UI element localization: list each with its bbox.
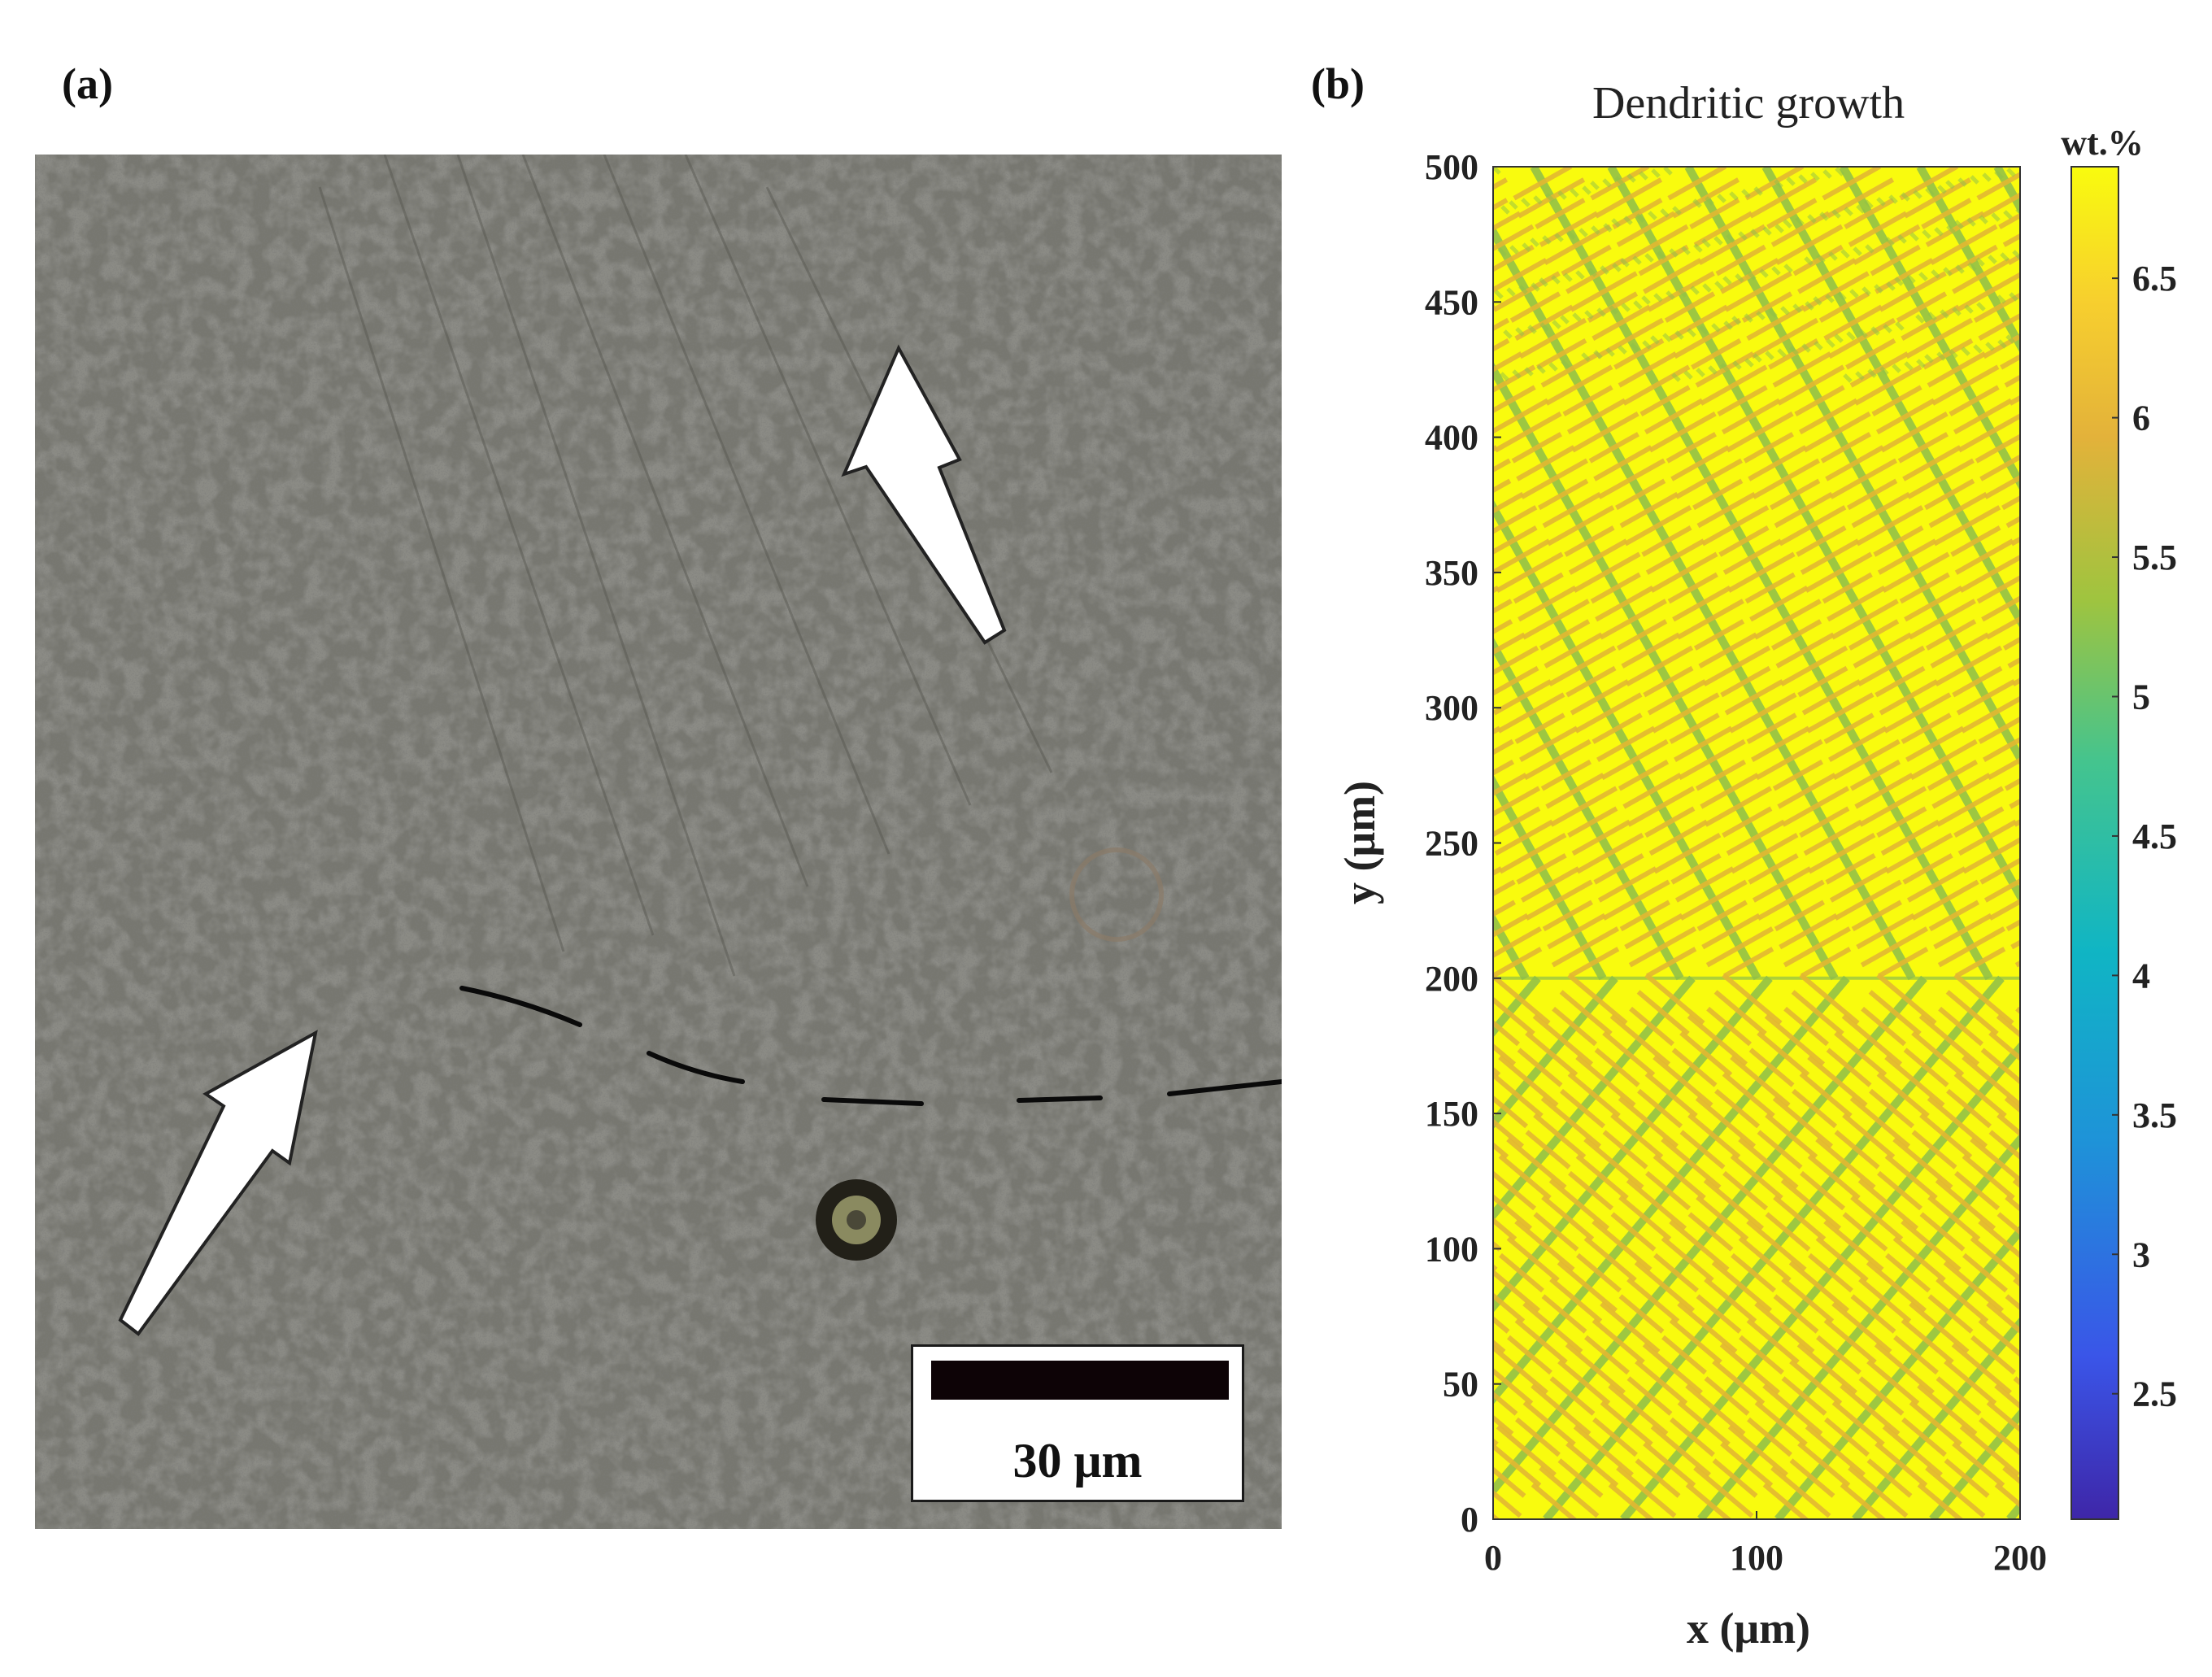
colorbar-tick-label-2: 3.5 xyxy=(2132,1095,2177,1135)
colorbar-label: wt.% xyxy=(2061,123,2143,163)
colorbar-tick-label-7: 6 xyxy=(2132,399,2150,438)
y-tick-label-8: 400 xyxy=(1425,418,1478,458)
scale-bar-label: 30 μm xyxy=(1012,1434,1143,1488)
x-tick-label-2: 200 xyxy=(1993,1538,2047,1578)
y-tick-label-1: 50 xyxy=(1443,1365,1478,1405)
dendrite-arms-23 xyxy=(1493,973,1937,1519)
y-tick-label-7: 350 xyxy=(1425,553,1478,593)
dendrite-arms-26 xyxy=(1685,1096,2020,1519)
dendrite-arms-19 xyxy=(1493,973,1628,1166)
dendrite-trunk-29 xyxy=(1929,1408,2020,1519)
scale-bar-line xyxy=(931,1361,1229,1400)
dendrite-trunk-26 xyxy=(1697,1133,2020,1519)
dendrite-arms-24 xyxy=(1531,973,2014,1519)
dendrite-trunk-1 xyxy=(1285,167,1294,978)
dendrite-arms-25 xyxy=(1608,1006,2020,1519)
dendrite-arms-12 xyxy=(1667,167,2020,827)
y-tick-label-5: 250 xyxy=(1425,824,1478,864)
y-tick-label-9: 450 xyxy=(1425,282,1478,322)
colorbar-tick-label-3: 4 xyxy=(2132,956,2150,995)
y-tick-label-10: 500 xyxy=(1425,147,1478,187)
dendrite-speckle xyxy=(1493,167,2020,383)
dendrite-arms-16 xyxy=(1976,172,2020,266)
y-axis: 0 50 100 150 200 250 300 350 400 450 500 xyxy=(1425,147,1501,1540)
dendrite-arms-14 xyxy=(1822,167,2020,547)
dendrite-arms-1 xyxy=(1285,167,1309,977)
y-axis-label: y (μm) xyxy=(1335,781,1384,904)
dendrite-arms-15 xyxy=(1899,167,2020,406)
scale-bar: 30 μm xyxy=(911,1344,1244,1502)
y-tick-label-4: 200 xyxy=(1425,959,1478,999)
dendrite-trunk-15 xyxy=(1916,167,2020,354)
dendrite-arms-21 xyxy=(1493,973,1783,1354)
colorbar-tick-label-1: 3 xyxy=(2132,1235,2150,1274)
dendrite-arms-6 xyxy=(1493,585,1697,978)
dendrite-arms-8 xyxy=(1493,304,1852,978)
colorbar-tick-label-0: 2.5 xyxy=(2132,1374,2177,1414)
x-axis: 0 100 200 xyxy=(1484,1511,2047,1578)
x-tick-label-0: 0 xyxy=(1484,1538,1502,1578)
dendrite-arms-5 xyxy=(1493,725,1620,978)
colorbar-tick-label-5: 5 xyxy=(2132,677,2150,717)
dendrite-arms-7 xyxy=(1493,445,1774,978)
dendrite-chart: Dendritic growth 05010015020025030035040… xyxy=(1285,78,2177,1653)
dendrite-trunk-28 xyxy=(1852,1317,2020,1519)
dendrite-arms-29 xyxy=(1917,1376,2020,1519)
x-tick-label-1: 100 xyxy=(1730,1538,1783,1578)
arrow-upper-right xyxy=(841,344,1007,645)
panel-label-b: (b) xyxy=(1311,59,1365,108)
dendrite-trunk-6 xyxy=(1493,636,1684,981)
dendrite-field xyxy=(1285,167,2020,1519)
dendrite-arms-22 xyxy=(1493,973,1860,1447)
y-tick-label-3: 150 xyxy=(1425,1094,1478,1134)
dendrite-arms-28 xyxy=(1840,1277,2020,1519)
dendrite-trunk-4 xyxy=(1493,912,1530,981)
arrow-lower-left xyxy=(118,1030,318,1336)
dendrite-trunk-5 xyxy=(1493,774,1607,981)
colorbar-tick-label-6: 5.5 xyxy=(2132,538,2177,577)
micrograph-image xyxy=(35,155,1282,1529)
dendrite-arms-9 xyxy=(1493,167,1929,978)
dendrite-arms-27 xyxy=(1762,1178,2020,1519)
dendrite-trunk-14 xyxy=(1839,167,2020,491)
dendrite-trunk-27 xyxy=(1774,1225,2020,1519)
y-tick-label-6: 300 xyxy=(1425,688,1478,728)
chart-title: Dendritic growth xyxy=(1592,78,1905,128)
x-axis-label: x (μm) xyxy=(1687,1604,1810,1653)
y-tick-label-2: 100 xyxy=(1425,1229,1478,1269)
colorbar xyxy=(2070,166,2119,1520)
colorbar-tick-label-8: 6.5 xyxy=(2132,259,2177,298)
y-tick-label-0: 0 xyxy=(1461,1500,1478,1540)
dendrite-arms-10 xyxy=(1513,167,2006,978)
colorbar-tick-label-4: 4.5 xyxy=(2132,817,2177,856)
panel-label-a: (a) xyxy=(62,59,113,108)
colorbar-ticks: 2.5 3 3.5 4 4.5 5 5.5 6 6.5 xyxy=(2112,259,2177,1414)
dendrite-arms-20 xyxy=(1493,973,1705,1272)
